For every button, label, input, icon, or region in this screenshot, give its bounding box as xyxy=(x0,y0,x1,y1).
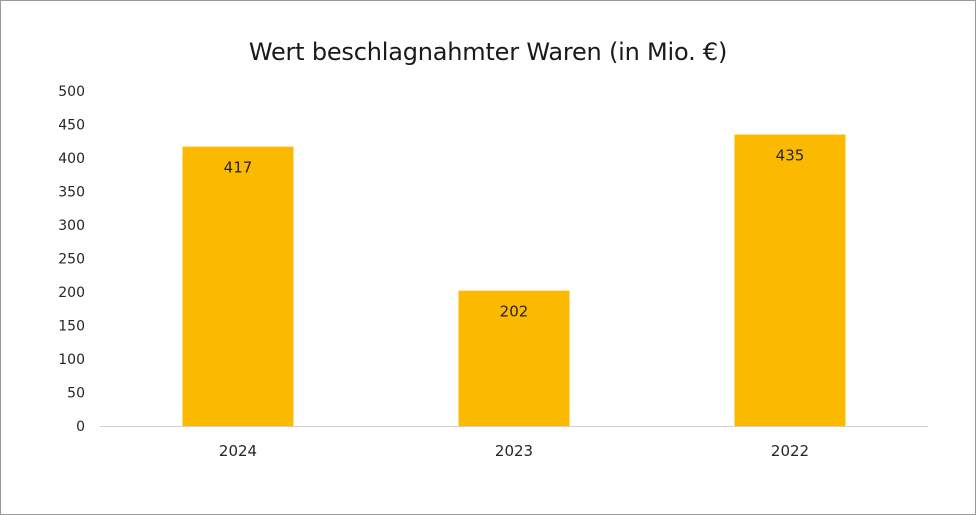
y-tick-label: 150 xyxy=(58,319,85,335)
bar-2023 xyxy=(458,290,570,426)
x-tick-label: 2022 xyxy=(771,442,809,460)
y-axis: 0 50 100 150 200 250 300 350 400 450 500 xyxy=(58,84,85,435)
bar-2022 xyxy=(734,134,846,427)
y-tick-label: 200 xyxy=(58,285,85,301)
x-tick-label: 2024 xyxy=(219,442,257,460)
y-tick-label: 400 xyxy=(58,151,85,167)
y-tick-label: 0 xyxy=(76,419,85,435)
y-tick-label: 100 xyxy=(58,352,85,368)
y-tick-label: 500 xyxy=(58,84,85,100)
x-axis: 2024 2023 2022 xyxy=(219,442,809,460)
data-label: 202 xyxy=(500,303,529,321)
y-tick-label: 300 xyxy=(58,218,85,234)
x-tick-label: 2023 xyxy=(495,442,533,460)
data-label: 435 xyxy=(776,147,805,165)
y-tick-label: 50 xyxy=(67,386,85,402)
y-tick-label: 250 xyxy=(58,252,85,268)
y-tick-label: 450 xyxy=(58,118,85,134)
chart-title: Wert beschlagnahmter Waren (in Mio. €) xyxy=(248,38,728,66)
data-label: 417 xyxy=(224,159,253,177)
bar-2024 xyxy=(182,146,294,427)
bars: 417 202 435 xyxy=(182,134,846,427)
y-tick-label: 350 xyxy=(58,185,85,201)
